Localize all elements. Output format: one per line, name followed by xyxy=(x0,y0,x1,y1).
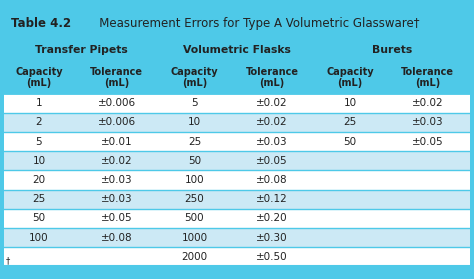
Text: ±0.05: ±0.05 xyxy=(412,136,444,146)
Text: ±0.03: ±0.03 xyxy=(101,194,133,204)
Text: Tolerance
(mL): Tolerance (mL) xyxy=(401,67,454,88)
Text: ±0.20: ±0.20 xyxy=(256,213,288,223)
Text: ±0.02: ±0.02 xyxy=(101,156,133,166)
Text: 25: 25 xyxy=(32,194,46,204)
Text: 10: 10 xyxy=(188,117,201,127)
Text: Tolerance
(mL): Tolerance (mL) xyxy=(246,67,299,88)
Text: Burets: Burets xyxy=(373,45,412,56)
Text: ±0.006: ±0.006 xyxy=(98,117,136,127)
Text: 2000: 2000 xyxy=(182,252,208,262)
Text: ±0.02: ±0.02 xyxy=(256,117,288,127)
Text: Transfer Pipets: Transfer Pipets xyxy=(35,45,128,56)
Text: 10: 10 xyxy=(32,156,46,166)
Bar xyxy=(4,61,470,93)
Bar xyxy=(4,209,470,228)
Text: ±0.05: ±0.05 xyxy=(101,213,133,223)
Text: Capacity
(mL): Capacity (mL) xyxy=(171,67,219,88)
Bar xyxy=(4,170,470,189)
Text: 25: 25 xyxy=(343,117,356,127)
Text: 100: 100 xyxy=(29,233,49,243)
Bar xyxy=(4,247,470,266)
Text: ±0.05: ±0.05 xyxy=(256,156,288,166)
Text: ±0.01: ±0.01 xyxy=(101,136,133,146)
Text: Capacity
(mL): Capacity (mL) xyxy=(326,67,374,88)
Text: 10: 10 xyxy=(343,98,356,108)
Text: ±0.12: ±0.12 xyxy=(256,194,288,204)
Text: ±0.08: ±0.08 xyxy=(256,175,288,185)
Bar xyxy=(4,228,470,247)
Text: ±0.50: ±0.50 xyxy=(256,252,288,262)
Text: Volumetric Flasks: Volumetric Flasks xyxy=(183,45,291,56)
Text: 1: 1 xyxy=(36,98,42,108)
Text: 50: 50 xyxy=(32,213,46,223)
Bar xyxy=(4,132,470,151)
Text: Tolerance
(mL): Tolerance (mL) xyxy=(90,67,143,88)
Text: ±0.30: ±0.30 xyxy=(256,233,288,243)
Bar xyxy=(4,151,470,170)
Text: ±0.02: ±0.02 xyxy=(256,98,288,108)
Text: 250: 250 xyxy=(184,194,204,204)
Text: 5: 5 xyxy=(36,136,42,146)
Text: ±0.006: ±0.006 xyxy=(98,98,136,108)
Text: ±0.08: ±0.08 xyxy=(101,233,133,243)
Text: ±0.03: ±0.03 xyxy=(101,175,133,185)
Bar xyxy=(4,40,470,61)
Bar xyxy=(4,7,470,40)
Text: 5: 5 xyxy=(191,98,198,108)
Text: Measurement Errors for Type A Volumetric Glassware†: Measurement Errors for Type A Volumetric… xyxy=(88,17,419,30)
Text: 2: 2 xyxy=(36,117,42,127)
Bar xyxy=(4,93,470,113)
Text: Capacity
(mL): Capacity (mL) xyxy=(15,67,63,88)
Text: 50: 50 xyxy=(188,156,201,166)
Text: 100: 100 xyxy=(185,175,204,185)
Text: 500: 500 xyxy=(185,213,204,223)
Text: ±0.02: ±0.02 xyxy=(412,98,444,108)
Text: 50: 50 xyxy=(343,136,356,146)
Text: Table 4.2: Table 4.2 xyxy=(11,17,71,30)
Text: ±0.03: ±0.03 xyxy=(256,136,288,146)
Text: 25: 25 xyxy=(188,136,201,146)
Text: ±0.03: ±0.03 xyxy=(412,117,444,127)
Text: 1000: 1000 xyxy=(182,233,208,243)
Text: 20: 20 xyxy=(32,175,46,185)
Bar xyxy=(4,189,470,209)
Bar xyxy=(4,113,470,132)
Text: †: † xyxy=(6,256,10,265)
